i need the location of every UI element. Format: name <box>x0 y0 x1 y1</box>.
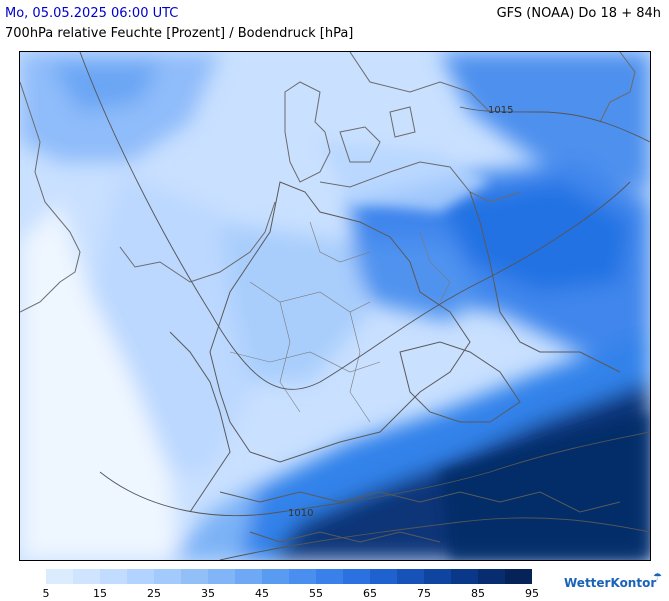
state-border-4 <box>349 311 371 423</box>
sweden-coast <box>349 52 491 113</box>
humidity-central-mid <box>220 222 370 382</box>
legend-swatch <box>451 569 478 584</box>
isobar-1015-north <box>459 106 650 143</box>
state-border-5 <box>309 221 371 263</box>
legend-label: 5 <box>42 587 50 600</box>
denmark-coast <box>284 81 331 183</box>
isobars <box>79 52 650 560</box>
coastlines <box>20 52 636 313</box>
legend-swatch <box>262 569 289 584</box>
isobar-label-1015: 1015 <box>488 105 513 116</box>
uk-coast <box>20 81 81 313</box>
parameter-title: 700hPa relative Feuchte [Prozent] / Bode… <box>5 26 354 41</box>
isobar-1015-line <box>79 52 631 390</box>
legend-swatch <box>505 569 532 584</box>
isobar-label-1010: 1010 <box>288 508 313 519</box>
poland-border <box>469 191 621 373</box>
humidity-map-svg: 1015 1010 <box>20 52 650 560</box>
legend-label: 95 <box>525 587 539 600</box>
humidity-nw-patch <box>50 62 160 112</box>
isobar-south <box>219 517 650 560</box>
italy-border <box>249 531 441 543</box>
state-border-6 <box>419 231 451 303</box>
weather-map[interactable]: 1015 1010 <box>19 51 651 561</box>
state-borders <box>229 221 451 423</box>
legend-swatch <box>289 569 316 584</box>
legend-swatch <box>343 569 370 584</box>
legend-swatch <box>46 569 73 584</box>
humidity-ne-mid <box>440 52 650 192</box>
legend-swatch <box>370 569 397 584</box>
legend-swatch <box>316 569 343 584</box>
legend-label: 15 <box>93 587 107 600</box>
model-run: GFS (NOAA) Do 18 + 84h <box>496 6 661 21</box>
country-borders <box>169 181 621 543</box>
norway-coast <box>599 52 636 123</box>
legend-swatch <box>424 569 451 584</box>
legend-swatch <box>208 569 235 584</box>
legend-swatch <box>181 569 208 584</box>
legend-swatch <box>478 569 505 584</box>
legend-label: 65 <box>363 587 377 600</box>
legend-label: 25 <box>147 587 161 600</box>
state-border-3 <box>279 301 301 413</box>
france-border <box>169 331 231 513</box>
humidity-southwest <box>170 482 260 560</box>
legend-swatch <box>397 569 424 584</box>
state-border-2 <box>229 351 381 373</box>
legend-swatch <box>73 569 100 584</box>
legend-label: 75 <box>417 587 431 600</box>
rain-cloud-icon: ☂ <box>653 572 662 583</box>
isobar-1010-line <box>99 431 650 517</box>
humidity-berlin-band <box>350 242 480 322</box>
legend-swatch <box>100 569 127 584</box>
wetterkontor-logo[interactable]: WetterKontor <box>564 576 657 590</box>
forecast-date: Mo, 05.05.2025 06:00 UTC <box>5 6 179 21</box>
alpine-border <box>219 491 621 513</box>
baltic-coast <box>319 161 521 203</box>
legend-label: 85 <box>471 587 485 600</box>
humidity-field <box>20 52 650 560</box>
legend-label: 55 <box>309 587 323 600</box>
humidity-south-mid <box>200 332 650 560</box>
humidity-legend-scale <box>46 569 532 584</box>
state-border-1 <box>249 281 371 313</box>
benelux-coast <box>119 201 276 283</box>
legend-label: 35 <box>201 587 215 600</box>
czech-border <box>399 341 521 423</box>
humidity-east-core <box>440 182 630 292</box>
humidity-legend-labels: 5 15 25 35 45 55 65 75 85 95 <box>0 587 669 601</box>
germany-border <box>209 181 471 463</box>
legend-label: 45 <box>255 587 269 600</box>
legend-swatch <box>127 569 154 584</box>
danish-islands <box>339 106 416 163</box>
legend-swatch <box>154 569 181 584</box>
humidity-baltic-light <box>320 142 490 212</box>
humidity-west-dry <box>20 202 180 560</box>
legend-swatch <box>235 569 262 584</box>
